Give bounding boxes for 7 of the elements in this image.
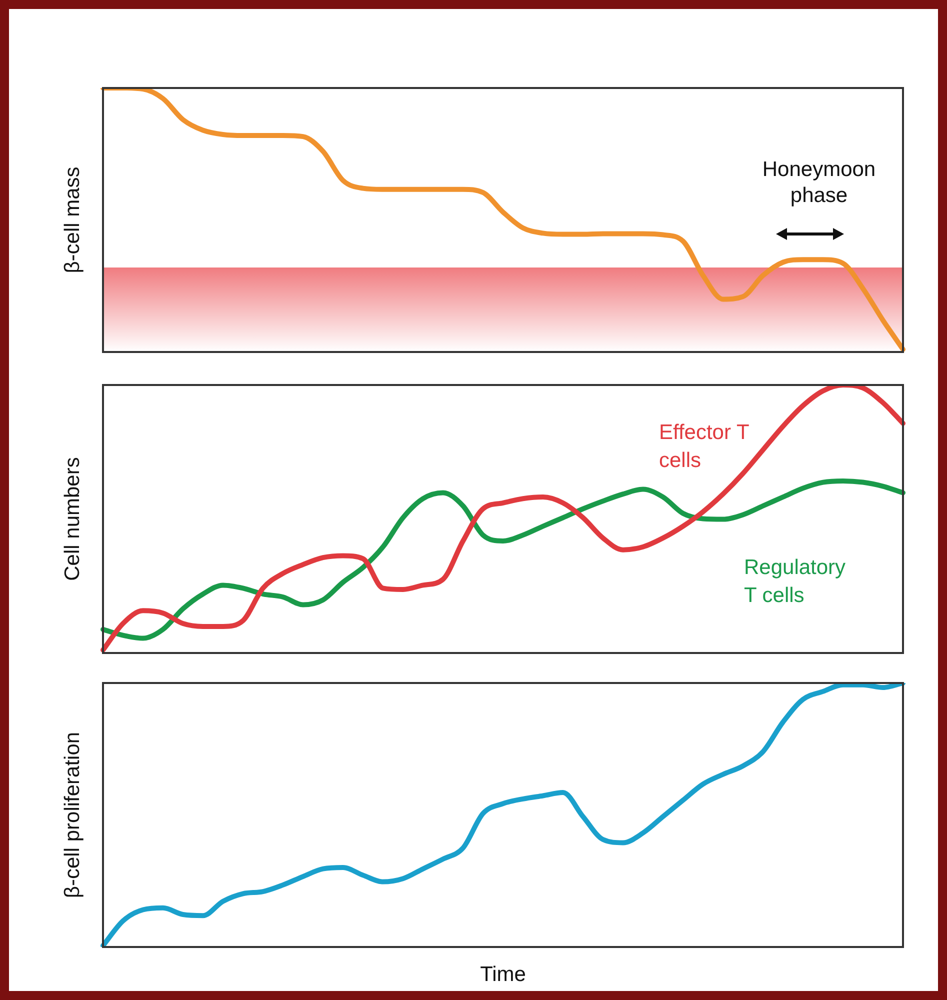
series-label: Effector T cells [659, 420, 750, 474]
x-axis-title: Time [480, 962, 526, 986]
y-axis-title: β-cell proliferation [60, 732, 84, 898]
series-label: Regulatory T cells [744, 555, 847, 609]
y-axis-title: β-cell mass [60, 166, 84, 274]
annotation: Honeymoon phase [761, 157, 877, 209]
y-axis-title: Cell numbers [60, 457, 84, 581]
